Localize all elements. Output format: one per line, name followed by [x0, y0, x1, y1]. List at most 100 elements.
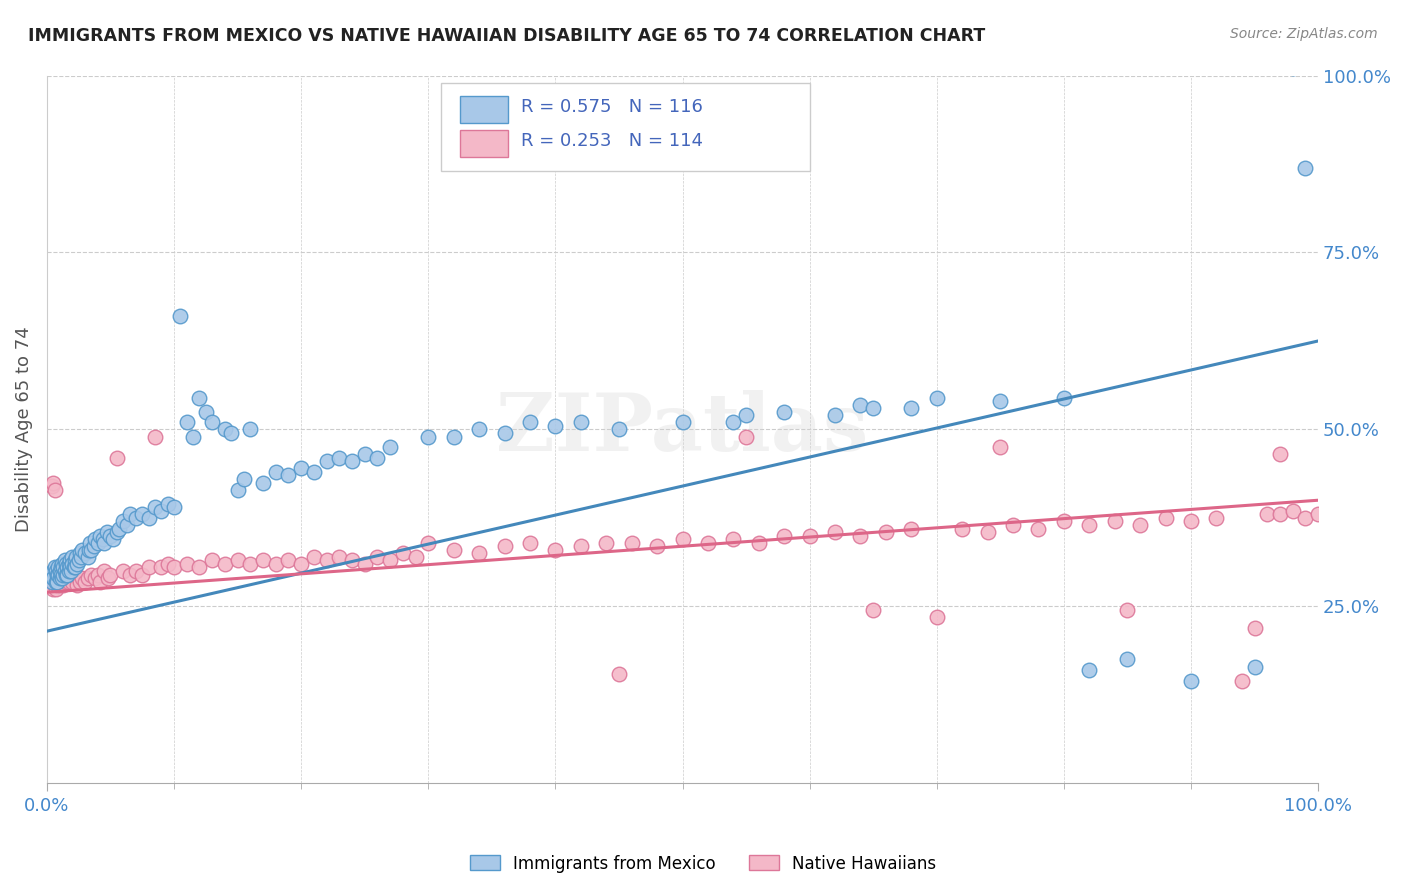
Point [925, 391, 948, 405]
Point [112, 564, 135, 578]
Point [181, 429, 204, 443]
Point [53, 571, 76, 585]
Point [42, 571, 65, 585]
Point [55, 557, 77, 571]
Point [93, 564, 115, 578]
Point [252, 553, 274, 567]
Point [150, 504, 173, 518]
Point [84, 532, 107, 546]
Point [73, 574, 96, 589]
Point [63, 553, 86, 567]
Point [201, 553, 224, 567]
Point [544, 418, 567, 433]
Point [56, 560, 79, 574]
Point [51, 567, 73, 582]
Point [46, 574, 69, 589]
Point [163, 500, 186, 515]
Point [59, 571, 82, 585]
Point [252, 475, 274, 490]
Point [988, 394, 1011, 409]
Point [105, 450, 128, 465]
Point [277, 468, 299, 483]
Point [214, 422, 236, 436]
Point [89, 574, 111, 589]
Point [131, 567, 153, 582]
Point [45, 564, 67, 578]
Point [138, 560, 160, 574]
Point [595, 535, 617, 549]
Legend: Immigrants from Mexico, Native Hawaiians: Immigrants from Mexico, Native Hawaiians [463, 848, 943, 880]
Point [988, 440, 1011, 454]
Point [849, 528, 872, 542]
Point [1116, 603, 1139, 617]
Point [366, 549, 388, 564]
Point [70, 549, 93, 564]
Point [105, 525, 128, 540]
Point [1268, 508, 1291, 522]
Point [41, 578, 63, 592]
Point [58, 564, 80, 578]
Point [443, 429, 465, 443]
Text: ZIPatlas: ZIPatlas [496, 391, 869, 468]
Point [194, 405, 217, 419]
Point [156, 497, 179, 511]
Point [45, 582, 67, 596]
Point [799, 528, 821, 542]
Point [118, 508, 141, 522]
Point [46, 567, 69, 582]
Point [824, 525, 846, 540]
Point [176, 557, 198, 571]
Point [44, 560, 66, 574]
Point [569, 539, 592, 553]
Point [976, 525, 998, 540]
Point [49, 567, 72, 582]
Point [418, 535, 440, 549]
FancyBboxPatch shape [460, 96, 509, 123]
Point [42, 582, 65, 596]
Point [48, 571, 70, 585]
Point [42, 475, 65, 490]
Point [214, 557, 236, 571]
Point [69, 574, 91, 589]
Point [607, 422, 630, 436]
Point [697, 535, 720, 549]
Point [723, 532, 745, 546]
Point [48, 578, 70, 592]
Point [862, 401, 884, 416]
Point [468, 546, 491, 560]
Point [115, 518, 138, 533]
Point [353, 557, 375, 571]
Point [96, 525, 118, 540]
Point [366, 450, 388, 465]
Point [443, 542, 465, 557]
Point [900, 522, 922, 536]
Point [340, 454, 363, 468]
Y-axis label: Disability Age 65 to 74: Disability Age 65 to 74 [15, 326, 32, 533]
Point [519, 535, 541, 549]
Point [97, 571, 120, 585]
Point [52, 567, 75, 582]
Point [60, 564, 83, 578]
Point [226, 553, 249, 567]
Point [1180, 673, 1202, 688]
Point [63, 567, 86, 582]
Point [46, 560, 69, 574]
Point [315, 454, 337, 468]
Text: R = 0.253   N = 114: R = 0.253 N = 114 [522, 132, 703, 151]
Point [45, 574, 67, 589]
Point [52, 578, 75, 592]
Point [735, 409, 758, 423]
Point [378, 553, 401, 567]
Point [875, 525, 897, 540]
Point [328, 450, 350, 465]
Point [76, 549, 98, 564]
Point [101, 532, 124, 546]
Point [1205, 511, 1227, 525]
Point [65, 549, 87, 564]
Point [46, 578, 69, 592]
Point [1230, 673, 1253, 688]
Point [69, 546, 91, 560]
Point [1078, 663, 1101, 677]
Point [1078, 518, 1101, 533]
Point [66, 578, 89, 592]
